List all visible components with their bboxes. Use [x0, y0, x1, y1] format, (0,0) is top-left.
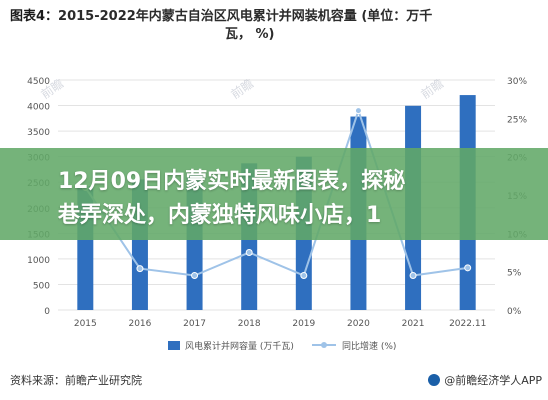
y-left-tick-label: 3500: [27, 128, 50, 138]
x-tick-label: 2015: [74, 319, 97, 329]
legend-bar-label: 风电累计并网容量 (万千瓦): [185, 340, 294, 352]
growth-point-2018: [245, 249, 253, 256]
growth-point-2021: [409, 272, 417, 279]
headline-banner: [0, 148, 548, 240]
legend-bar-swatch: [168, 341, 180, 350]
title-prefix: 图表4：: [10, 9, 59, 24]
growth-point-2022.11: [464, 264, 472, 272]
brand-logo-icon: [428, 374, 441, 386]
growth-point-2017: [191, 272, 199, 279]
x-tick-label: 2019: [292, 319, 315, 329]
legend-line-marker: [321, 342, 327, 348]
brand-credit: @前瞻经济学人APP: [428, 372, 542, 388]
y-left-tick-label: 4000: [27, 103, 50, 113]
x-tick-label: 2022.11: [449, 319, 486, 329]
growth-line: [84, 107, 468, 277]
y-left-tick-label: 500: [33, 281, 50, 291]
y-right-tick-label: 30%: [507, 77, 527, 87]
title-continuation: 瓦， %): [225, 27, 275, 42]
brand-label: @前瞻经济学人APP: [444, 374, 542, 387]
legend-line-label: 同比增速 (%): [342, 340, 396, 352]
x-tick-label: 2017: [183, 319, 206, 329]
chart-title: 图表4：2015-2022年内蒙古自治区风电累计并网装机容量 (单位：万千 瓦，…: [0, 0, 548, 46]
x-tick-label: 2020: [347, 319, 370, 329]
y-left-tick-label: 0: [44, 307, 50, 317]
headline-line-2: 巷弄深处，内蒙独特风味小店，1: [58, 203, 382, 228]
y-right-tick-label: 0%: [507, 307, 522, 317]
headline-overlay: 12月09日内蒙实时最新图表，探秘 巷弄深处，内蒙独特风味小店，1: [58, 165, 548, 235]
y-left-tick-label: 4500: [27, 77, 50, 87]
source-note: 资料来源：前瞻产业研究院: [10, 374, 142, 387]
x-tick-label: 2018: [238, 319, 261, 329]
title-main: 2015-2022年内蒙古自治区风电累计并网装机容量 (单位：万千: [58, 9, 433, 24]
x-tick-label: 2016: [128, 319, 151, 329]
growth-point-2016: [136, 265, 144, 273]
growth-point-2020: [354, 107, 362, 115]
headline-line-1: 12月09日内蒙实时最新图表，探秘: [58, 169, 406, 194]
y-right-tick-label: 25%: [507, 115, 527, 125]
y-right-tick-label: 5%: [507, 269, 522, 279]
y-left-tick-label: 1000: [27, 256, 50, 266]
growth-point-2019: [300, 272, 308, 279]
x-tick-label: 2021: [402, 319, 425, 329]
